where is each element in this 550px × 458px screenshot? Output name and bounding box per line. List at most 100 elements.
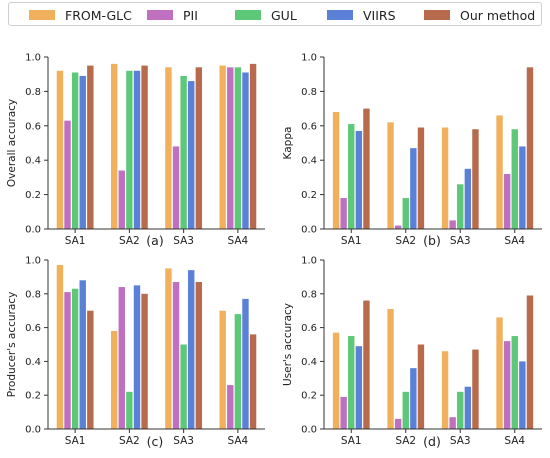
x-tick-label: SA4 — [504, 235, 525, 247]
bar-our-method-sa1 — [87, 65, 94, 229]
x-tick-label: SA4 — [228, 435, 249, 447]
bar-gul-sa3 — [180, 75, 187, 229]
bar-pii-sa2 — [118, 170, 125, 229]
panel-label: (d) — [423, 434, 441, 449]
legend-label: GUL — [271, 7, 297, 23]
y-axis-label: User's accuracy — [282, 303, 294, 386]
bar-viirs-sa1 — [355, 130, 363, 229]
bar-our-method-sa2 — [417, 344, 425, 429]
bar-from-glc-sa1 — [332, 332, 340, 429]
bar-our-method-sa4 — [249, 63, 257, 229]
legend-label: VIIRS — [363, 7, 396, 23]
bar-gul-sa3 — [180, 344, 187, 429]
bar-viirs-sa2 — [410, 368, 417, 429]
bar-pii-sa3 — [172, 146, 180, 229]
legend-label: PII — [183, 7, 198, 23]
y-axis-label: Overall accuracy — [6, 99, 18, 187]
y-tick-label: 0.8 — [301, 289, 317, 300]
bar-viirs-sa2 — [133, 70, 141, 229]
legend-swatch — [327, 10, 353, 20]
bar-pii-sa1 — [340, 396, 347, 429]
y-tick-label: 0.6 — [25, 121, 41, 132]
bar-gul-sa3 — [457, 391, 464, 429]
bar-our-method-sa3 — [472, 349, 479, 429]
legend-item-gul: GUL — [235, 7, 297, 23]
bar-our-method-sa2 — [141, 293, 148, 429]
x-tick-label: SA1 — [65, 435, 86, 447]
bar-gul-sa2 — [126, 391, 133, 429]
bar-pii-sa3 — [172, 281, 180, 429]
bar-pii-sa4 — [227, 67, 234, 229]
y-tick-label: 0.6 — [301, 323, 317, 334]
bar-pii-sa2 — [394, 225, 402, 229]
bar-our-method-sa3 — [472, 129, 479, 229]
bar-pii-sa3 — [449, 417, 456, 429]
bar-gul-sa1 — [348, 124, 355, 229]
x-tick-label: SA3 — [173, 435, 194, 447]
bar-from-glc-sa2 — [387, 122, 394, 229]
y-tick-label: 0.4 — [301, 156, 317, 167]
bar-from-glc-sa3 — [165, 268, 172, 429]
bar-gul-sa4 — [234, 67, 242, 229]
legend-swatch — [235, 10, 261, 20]
bar-viirs-sa3 — [188, 270, 195, 429]
y-tick-label: 0.2 — [25, 391, 41, 402]
x-tick-label: SA2 — [395, 235, 416, 247]
bar-pii-sa4 — [503, 341, 511, 429]
bar-pii-sa2 — [394, 418, 402, 429]
bar-our-method-sa4 — [526, 295, 534, 429]
bar-gul-sa4 — [234, 314, 242, 429]
bar-viirs-sa1 — [79, 280, 86, 429]
bar-pii-sa1 — [64, 292, 71, 429]
bar-gul-sa4 — [511, 129, 518, 229]
bar-viirs-sa1 — [355, 346, 363, 429]
y-tick-label: 0.0 — [301, 225, 317, 236]
legend-swatch — [147, 10, 173, 20]
panel-label: (c) — [147, 434, 164, 449]
y-tick-label: 1.0 — [25, 53, 41, 64]
bar-from-glc-sa4 — [219, 310, 226, 429]
bar-gul-sa1 — [71, 72, 79, 229]
bar-viirs-sa2 — [133, 285, 141, 429]
y-tick-label: 0.4 — [25, 156, 41, 167]
bar-from-glc-sa4 — [219, 65, 226, 229]
legend-item-from-glc: FROM-GLC — [29, 7, 132, 23]
y-tick-label: 1.0 — [301, 53, 317, 64]
bar-our-method-sa4 — [526, 67, 534, 229]
bar-our-method-sa1 — [363, 300, 370, 429]
bar-from-glc-sa1 — [56, 70, 64, 229]
bar-our-method-sa2 — [417, 127, 425, 229]
bar-from-glc-sa3 — [441, 127, 449, 229]
x-tick-label: SA1 — [341, 235, 362, 247]
bar-gul-sa3 — [457, 184, 464, 229]
bar-pii-sa2 — [118, 287, 125, 429]
y-tick-label: 0.2 — [25, 190, 41, 201]
bar-pii-sa3 — [449, 220, 456, 229]
legend: FROM-GLC PII GUL VIIRS Our method — [8, 2, 542, 26]
panel-label: (b) — [423, 233, 441, 248]
bar-our-method-sa1 — [363, 108, 370, 229]
bar-viirs-sa4 — [242, 298, 249, 429]
bar-pii-sa1 — [340, 198, 347, 229]
y-axis-label: Producer's accuracy — [6, 292, 18, 398]
y-tick-label: 0.8 — [25, 289, 41, 300]
bar-our-method-sa2 — [141, 65, 148, 229]
legend-item-our-method: Our method — [424, 7, 535, 23]
x-tick-label: SA3 — [450, 435, 471, 447]
y-axis-label: Kappa — [282, 127, 294, 160]
bar-from-glc-sa2 — [387, 309, 394, 429]
y-tick-label: 0.6 — [301, 121, 317, 132]
bar-our-method-sa3 — [195, 281, 203, 429]
bar-gul-sa1 — [71, 288, 79, 429]
y-tick-label: 0.4 — [25, 357, 41, 368]
bar-our-method-sa4 — [249, 334, 257, 429]
y-tick-label: 0.0 — [25, 225, 41, 236]
bar-viirs-sa3 — [464, 168, 472, 229]
y-tick-label: 0.2 — [301, 391, 317, 402]
panel-label: (a) — [146, 233, 163, 248]
y-tick-label: 0.0 — [301, 425, 317, 436]
y-tick-label: 0.6 — [25, 323, 41, 334]
bar-from-glc-sa2 — [110, 330, 118, 429]
legend-swatch — [29, 10, 55, 20]
x-tick-label: SA1 — [341, 435, 362, 447]
